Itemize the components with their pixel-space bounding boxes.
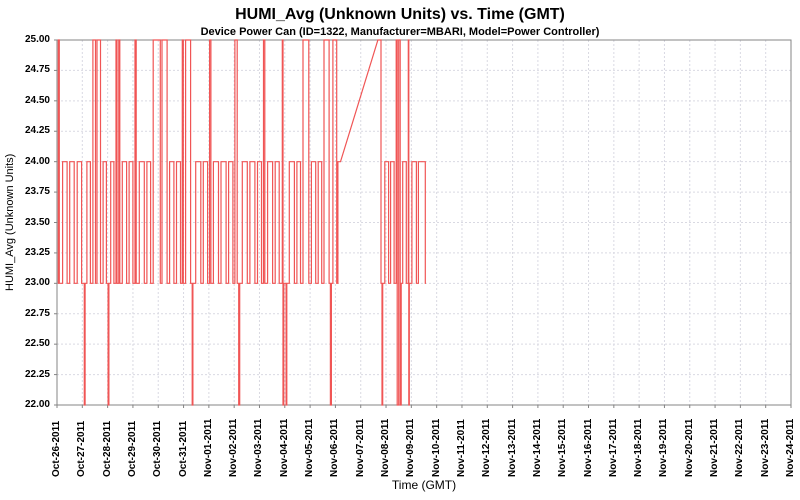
y-tick-label: 24.50 xyxy=(24,94,50,106)
x-tick-label: Nov-13-2011 xyxy=(506,418,518,477)
x-tick-label: Nov-02-2011 xyxy=(228,418,240,477)
x-tick-label: Oct-30-2011 xyxy=(152,420,164,477)
x-tick-label: Nov-12-2011 xyxy=(481,418,493,477)
x-tick-label: Oct-28-2011 xyxy=(101,420,113,477)
x-tick-label: Oct-29-2011 xyxy=(126,420,138,477)
x-tick-label: Nov-18-2011 xyxy=(633,418,645,477)
x-tick-label: Oct-27-2011 xyxy=(76,420,88,477)
x-axis-label: Time (GMT) xyxy=(391,478,457,492)
y-tick-label: 23.25 xyxy=(24,246,50,258)
y-tick-label: 24.75 xyxy=(24,64,50,76)
y-tick-label: 22.50 xyxy=(24,338,50,350)
x-tick-label: Nov-19-2011 xyxy=(658,418,670,477)
x-tick-label: Nov-11-2011 xyxy=(455,419,467,477)
series-line-HUMI_Avg xyxy=(57,39,426,406)
y-tick-label: 23.75 xyxy=(24,186,50,198)
x-tick-label: Nov-10-2011 xyxy=(430,418,442,477)
x-tick-label: Nov-16-2011 xyxy=(582,418,594,477)
y-tick-label: 25.00 xyxy=(24,34,50,45)
x-tick-label: Nov-08-2011 xyxy=(380,418,392,477)
y-tick-label: 22.00 xyxy=(24,399,50,410)
chart-title: HUMI_Avg (Unknown Units) vs. Time (GMT) xyxy=(235,6,565,23)
x-tick-label: Nov-07-2011 xyxy=(354,418,366,477)
x-tick-label: Nov-14-2011 xyxy=(531,418,543,477)
y-tick-label: 22.25 xyxy=(24,368,50,380)
y-tick-label: 24.25 xyxy=(24,125,50,137)
x-tick-label: Nov-24-2011 xyxy=(785,418,796,477)
y-tick-label: 23.00 xyxy=(24,277,50,289)
x-tick-label: Nov-04-2011 xyxy=(278,418,290,477)
x-tick-label: Nov-21-2011 xyxy=(709,418,721,477)
x-tick-label: Nov-22-2011 xyxy=(734,418,746,477)
x-tick-label: Nov-01-2011 xyxy=(202,418,214,477)
chart-subtitle: Device Power Can (ID=1322, Manufacturer=… xyxy=(200,26,600,38)
x-tick-label: Nov-23-2011 xyxy=(759,418,771,477)
x-tick-label: Nov-20-2011 xyxy=(683,418,695,477)
x-tick-label: Oct-31-2011 xyxy=(177,420,189,477)
x-tick-label: Nov-15-2011 xyxy=(557,418,569,477)
x-tick-label: Nov-03-2011 xyxy=(253,418,265,477)
y-tick-label: 24.00 xyxy=(24,155,50,167)
x-tick-label: Nov-05-2011 xyxy=(304,418,316,477)
y-tick-label: 22.75 xyxy=(24,307,50,319)
x-tick-label: Nov-17-2011 xyxy=(607,418,619,477)
y-tick-label: 23.50 xyxy=(24,216,50,228)
x-tick-label: Nov-06-2011 xyxy=(329,418,341,477)
x-tick-label: Oct-26-2011 xyxy=(51,420,62,477)
x-tick-label: Nov-09-2011 xyxy=(405,418,417,477)
